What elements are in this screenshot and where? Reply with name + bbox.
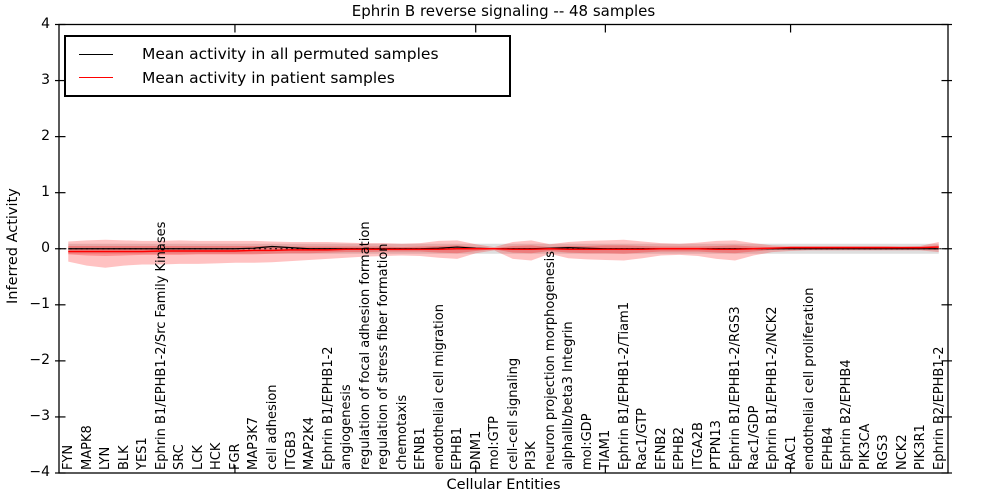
x-tick-label: MAPK8 (79, 425, 95, 470)
x-tick-label: mol:GDP (579, 413, 595, 470)
x-tick-label: Ephrin B1/EPHB1-2/RGS3 (728, 306, 743, 470)
x-tick-label: EPHB2 (672, 426, 688, 470)
x-tick-label: FYN (61, 444, 77, 470)
x-tick-label: ITGB3 (283, 430, 299, 470)
y-tick-label: 1 (41, 183, 50, 200)
mean-patient-line (68, 246, 939, 253)
x-tick-label: angiogenesis (339, 384, 355, 470)
x-tick-label: YES1 (135, 437, 151, 470)
y-tick-label: −4 (29, 464, 50, 480)
legend-label-patient: Mean activity in patient samples (142, 68, 395, 87)
y-tick-label: −1 (29, 295, 50, 312)
x-tick-label: RAC1 (783, 435, 799, 470)
x-tick-label: SRC (172, 444, 188, 470)
x-tick-label: PTPN13 (709, 420, 725, 470)
x-tick-label: endothelial cell migration (431, 304, 447, 470)
legend: Mean activity in all permuted samples Me… (64, 35, 511, 97)
x-tick-label: chemotaxis (394, 394, 410, 470)
y-tick-label: 2 (41, 127, 50, 144)
x-tick-label: Rac1/GTP (635, 408, 651, 470)
x-tick-label: ITGA2B (690, 422, 706, 470)
x-tick-label: EPHB1 (450, 426, 466, 470)
x-tick-label: cell-cell signaling (505, 357, 521, 470)
x-tick-label: Ephrin B1/EPHB1-2 (320, 346, 336, 470)
legend-label-permuted: Mean activity in all permuted samples (142, 45, 439, 64)
x-tick-label: cell adhesion (264, 384, 280, 470)
x-tick-label: Rac1/GDP (746, 405, 762, 470)
x-tick-label: LCK (190, 445, 206, 470)
x-tick-label: neuron projection morphogenesis (542, 251, 558, 470)
x-tick-label: endothelial cell proliferation (802, 287, 818, 471)
x-tick-label: LYN (98, 446, 114, 470)
permuted-line-sample (79, 53, 113, 55)
y-tick-label: −2 (29, 351, 50, 368)
patient-line-sample (79, 77, 113, 79)
y-tick-label: 0 (41, 239, 50, 256)
y-tick-label: 3 (41, 71, 50, 88)
legend-item-patient: Mean activity in patient samples (66, 69, 509, 87)
x-tick-label: PIK3CA (857, 423, 873, 470)
x-tick-label: PI3K (524, 441, 540, 470)
y-tick-label: −3 (29, 407, 50, 424)
x-axis-label: Cellular Entities (446, 477, 561, 493)
x-tick-label: Ephrin B2/EPHB1-2 (931, 346, 947, 470)
x-tick-label: Ephrin B1/EPHB1-2/NCK2 (765, 306, 781, 470)
x-tick-label: mol:GTP (487, 416, 503, 470)
x-tick-label: BLK (116, 445, 132, 470)
x-tick-label: MAP2K4 (302, 416, 318, 470)
x-tick-label: Ephrin B2/EPHB4 (839, 359, 855, 470)
x-tick-label: Ephrin B1/EPHB1-2/Src Family Kinases (153, 221, 169, 470)
x-tick-label: TIAM1 (598, 429, 614, 470)
x-tick-label: alphaIIb/beta3 Integrin (561, 321, 577, 470)
x-tick-label: FGR (227, 443, 243, 470)
x-tick-label: EFNB1 (413, 427, 429, 470)
legend-item-permuted: Mean activity in all permuted samples (66, 45, 509, 63)
chart-title: Ephrin B reverse signaling -- 48 samples (351, 2, 656, 20)
x-tick-label: EPHB4 (820, 426, 836, 470)
x-tick-label: regulation of stress fiber formation (376, 243, 392, 470)
patient-samples-std-band (68, 245, 939, 257)
x-tick-label: DNM1 (468, 430, 484, 470)
x-tick-label: EFNB2 (653, 427, 669, 470)
x-tick-label: MAP3K7 (246, 416, 262, 470)
x-tick-label: regulation of focal adhesion formation (357, 221, 373, 470)
x-tick-label: NCK2 (894, 434, 910, 470)
y-tick-label: 4 (41, 15, 50, 32)
x-tick-label: RGS3 (876, 434, 892, 470)
x-tick-label: HCK (209, 442, 225, 470)
x-tick-label: Ephrin B1/EPHB1-2/Tiam1 (616, 301, 632, 470)
x-tick-label: PIK3R1 (913, 424, 929, 470)
